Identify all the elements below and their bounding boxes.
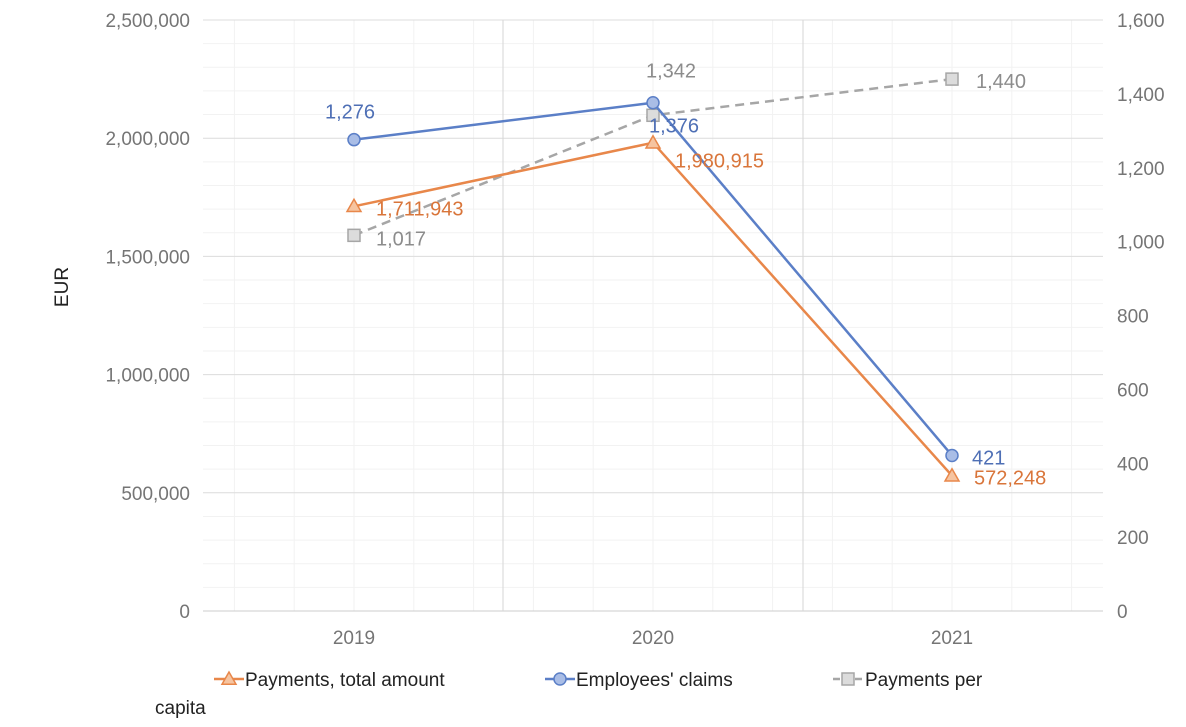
x-tick-label: 2020 — [632, 628, 674, 649]
series-layer — [345, 72, 961, 482]
data-label: 1,440 — [976, 71, 1026, 93]
data-label: 421 — [972, 447, 1005, 469]
series-point — [945, 448, 959, 463]
data-label: 1,980,915 — [675, 151, 764, 173]
series-point — [644, 134, 662, 149]
right-tick-label: 1,000 — [1117, 233, 1165, 254]
right-tick-label: 200 — [1117, 528, 1149, 549]
data-label: 1,376 — [649, 116, 699, 138]
data-labels: 1,017 1,342 1,440 1,711,943 1,980,915 572,248… — [325, 60, 1046, 489]
legend-item[interactable] — [214, 670, 244, 685]
series-point — [347, 132, 361, 147]
x-tick-label: 2021 — [931, 628, 973, 649]
y-axis-title: EUR — [52, 267, 73, 307]
left-tick-label: 0 — [179, 602, 190, 623]
legend-label: Employees' claims — [576, 670, 733, 691]
series-triangle — [345, 134, 961, 482]
x-axis-ticks: 2019 2020 2021 — [333, 628, 973, 649]
right-tick-label: 0 — [1117, 602, 1128, 623]
data-label: 1,017 — [376, 228, 426, 250]
right-tick-label: 600 — [1117, 380, 1149, 401]
left-tick-label: 500,000 — [121, 484, 190, 505]
x-tick-label: 2019 — [333, 628, 375, 649]
series-circle — [347, 95, 959, 463]
legend-item[interactable] — [545, 672, 575, 686]
series-point — [943, 467, 961, 482]
legend-label: Payments per capita — [155, 670, 983, 719]
legend-marker — [553, 672, 567, 686]
left-tick-label: 2,000,000 — [105, 129, 190, 150]
series-point — [945, 72, 959, 86]
right-tick-label: 800 — [1117, 307, 1149, 328]
left-tick-label: 1,500,000 — [105, 247, 190, 268]
data-label: 1,342 — [646, 60, 696, 82]
right-axis-ticks: 0 200 400 600 800 1,000 1,200 1,400 1,600 — [1117, 11, 1165, 623]
data-label: 1,711,943 — [376, 198, 464, 220]
left-axis-ticks: 0 500,000 1,000,000 1,500,000 2,000,000 2,500… — [105, 11, 190, 623]
right-tick-label: 1,400 — [1117, 85, 1165, 106]
data-label: 572,248 — [974, 468, 1046, 490]
major-gridlines — [203, 19, 1103, 612]
right-tick-label: 1,600 — [1117, 11, 1165, 32]
legend-label: Payments, total amount — [245, 670, 445, 691]
left-tick-label: 2,500,000 — [105, 11, 190, 32]
data-label: 1,276 — [325, 102, 375, 124]
legend: Payments, total amount Employees' claims P… — [155, 670, 983, 719]
right-tick-label: 1,200 — [1117, 159, 1165, 180]
legend-item[interactable] — [833, 672, 863, 686]
series-square — [347, 72, 959, 243]
left-tick-label: 1,000,000 — [105, 366, 190, 387]
series-point — [646, 95, 660, 110]
legend-marker — [841, 672, 855, 686]
minor-gridlines — [203, 20, 1103, 611]
legend-marker — [220, 670, 238, 685]
right-tick-label: 400 — [1117, 454, 1149, 475]
series-point — [345, 197, 363, 213]
series-point — [347, 228, 361, 243]
